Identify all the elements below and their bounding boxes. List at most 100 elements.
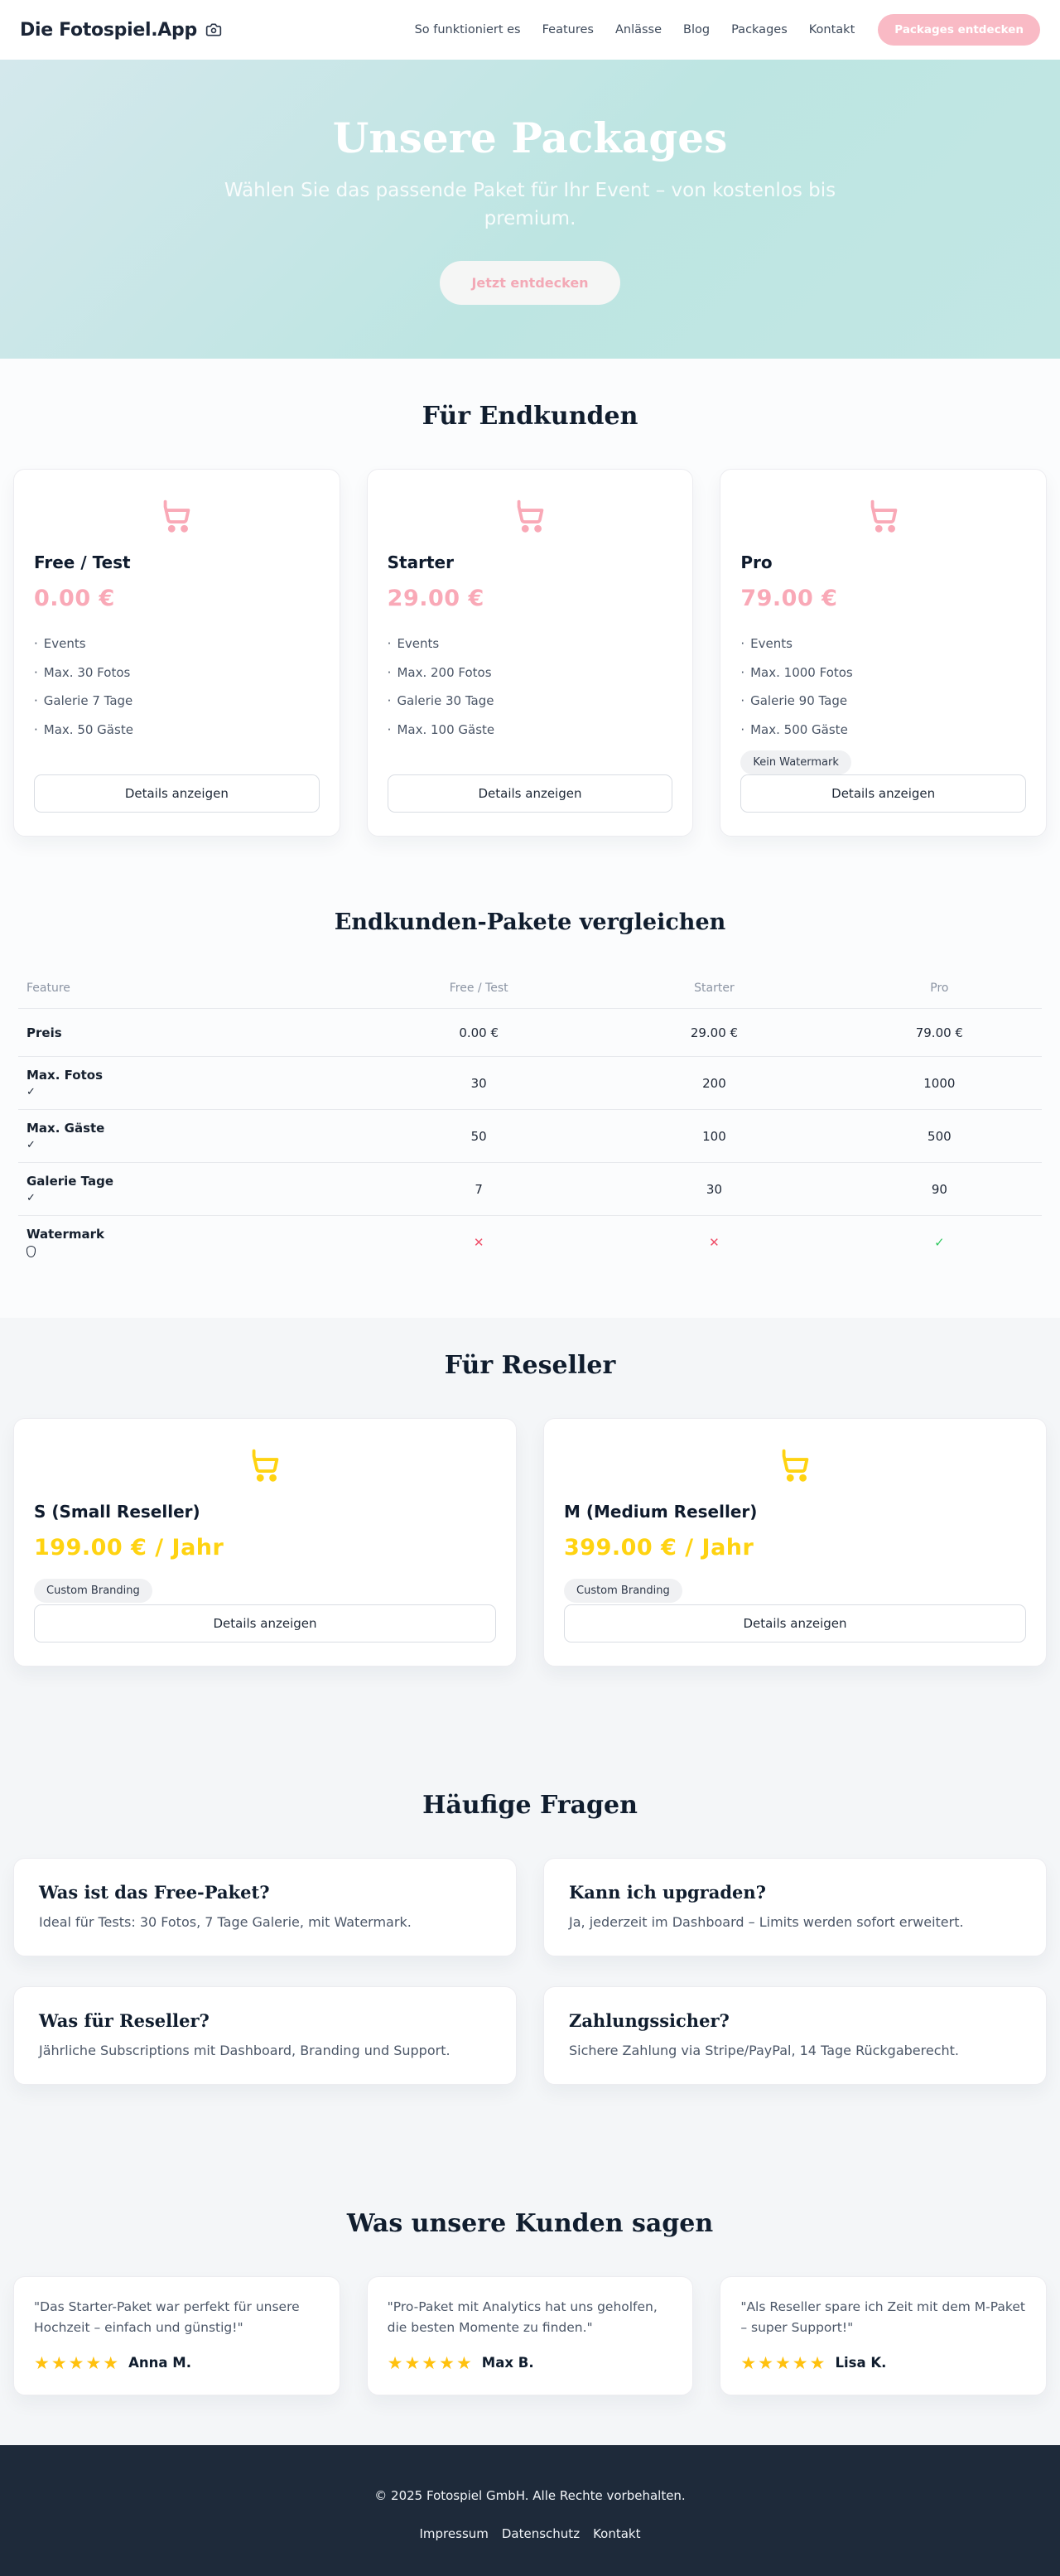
- table-body: Preis 0.00 € 29.00 € 79.00 €: [18, 1009, 1042, 1268]
- feature-item: Galerie 90 Tage: [740, 687, 1026, 716]
- feature-item: Max. 50 Gäste: [34, 716, 320, 745]
- table-cell: 500: [928, 1128, 952, 1144]
- nav-link[interactable]: So funktioniert es: [414, 23, 521, 36]
- table-cell: 30: [470, 1075, 487, 1091]
- hero-subtitle: Wählen Sie das passende Paket für Ihr Ev…: [224, 180, 836, 229]
- details-button[interactable]: Details anzeigen: [34, 774, 320, 813]
- shield-icon: [26, 1246, 36, 1257]
- testimonial-quote: "Pro-Paket mit Analytics hat uns geholfe…: [387, 2299, 658, 2335]
- nav-link[interactable]: Kontakt: [808, 23, 855, 36]
- vergleich-heading: Endkunden-Pakete vergleichen: [334, 909, 726, 935]
- nav-link[interactable]: Blog: [683, 23, 711, 36]
- hero-title: Unsere Packages: [332, 113, 728, 163]
- header-cta-button[interactable]: Packages entdecken: [878, 14, 1040, 46]
- cart-icon: [388, 496, 673, 534]
- faq-question: Zahlungssicher?: [569, 2010, 730, 2031]
- table-cell: 7: [475, 1181, 483, 1197]
- reseller-heading: Für Reseller: [444, 1351, 616, 1380]
- testimonial-quote: "Als Reseller spare ich Zeit mit dem M-P…: [740, 2299, 1025, 2335]
- plan-badge: Kein Watermark: [740, 750, 851, 774]
- faq-grid: Was ist das Free-Paket? Ideal für Tests:…: [13, 1858, 1047, 2085]
- faq-answer: Ja, jederzeit im Dashboard – Limits werd…: [569, 1914, 964, 1930]
- table-cell: 0.00 €: [459, 1025, 499, 1040]
- testimonial-quote: "Das Starter-Paket war perfekt für unser…: [34, 2299, 300, 2335]
- faq-answer: Jährliche Subscriptions mit Dashboard, B…: [39, 2043, 450, 2058]
- details-button[interactable]: Details anzeigen: [740, 774, 1026, 813]
- plan-badge: Custom Branding: [564, 1579, 682, 1603]
- feature-item: Max. 100 Gäste: [388, 716, 673, 745]
- feature-item: Max. 500 Gäste: [740, 716, 1026, 745]
- feature-item: Max. 200 Fotos: [388, 658, 673, 687]
- check-icon: ✓: [26, 1086, 36, 1098]
- cart-icon: [740, 496, 1026, 534]
- footer-link[interactable]: Kontakt: [593, 2525, 641, 2541]
- cart-icon: [34, 1445, 496, 1483]
- nav-link[interactable]: Anlässe: [614, 23, 662, 36]
- testimonial-author: Lisa K.: [835, 2355, 887, 2371]
- faq-answer: Sichere Zahlung via Stripe/PayPal, 14 Ta…: [569, 2043, 960, 2058]
- feature-cell: Galerie Tage ✓: [18, 1174, 366, 1204]
- faq-question: Kann ich upgraden?: [569, 1882, 766, 1903]
- testimonials-heading: Was unsere Kunden sagen: [346, 2209, 714, 2238]
- endkunden-cards: Free / Test 0.00 € Events Max. 30 Fotos …: [13, 469, 1047, 837]
- feature-list: Events Max. 30 Fotos Galerie 7 Tage Max.…: [34, 630, 320, 744]
- table-header-row: Feature Free / Test Starter Pro: [18, 973, 1042, 1009]
- feature-label: Watermark: [26, 1227, 104, 1242]
- star-rating-icon: ★★★★★: [387, 2352, 474, 2373]
- pricing-card: Starter 29.00 € Events Max. 200 Fotos Ga…: [366, 469, 694, 837]
- table-row: Galerie Tage ✓ 7 30 90: [18, 1163, 1042, 1216]
- testimonial-card: "Das Starter-Paket war perfekt für unser…: [13, 2276, 340, 2395]
- nav-link[interactable]: Packages: [731, 23, 788, 36]
- table-cell: 79.00 €: [915, 1025, 963, 1040]
- details-button[interactable]: Details anzeigen: [34, 1604, 496, 1643]
- footer-link[interactable]: Impressum: [419, 2525, 489, 2541]
- hero-cta-button[interactable]: Jetzt entdecken: [440, 260, 620, 305]
- feature-cell: Max. Gäste ✓: [18, 1121, 366, 1151]
- faq-question: Was ist das Free-Paket?: [39, 1882, 270, 1903]
- pricing-card: Free / Test 0.00 € Events Max. 30 Fotos …: [13, 469, 340, 837]
- header: Die Fotospiel.App So funktioniert es Fea…: [0, 0, 1060, 60]
- plan-badge: Custom Branding: [34, 1579, 152, 1603]
- feature-item: Events: [388, 630, 673, 658]
- table-cell: 200: [702, 1075, 726, 1091]
- nav-link[interactable]: Features: [542, 23, 594, 36]
- plan-name: Starter: [387, 552, 454, 572]
- faq-answer: Ideal für Tests: 30 Fotos, 7 Tage Galeri…: [39, 1914, 412, 1930]
- check-icon: ✓: [26, 1192, 36, 1204]
- faq-card: Kann ich upgraden? Ja, jederzeit im Dash…: [543, 1858, 1047, 1956]
- footer-link[interactable]: Datenschutz: [501, 2525, 581, 2541]
- hero-section: Unsere Packages Wählen Sie das passende …: [0, 60, 1060, 359]
- feature-label: Galerie Tage: [26, 1174, 114, 1189]
- table-cell: 90: [931, 1181, 947, 1197]
- feature-label: Max. Gäste: [26, 1121, 105, 1136]
- details-button[interactable]: Details anzeigen: [387, 774, 673, 813]
- testimonial-card: "Pro-Paket mit Analytics hat uns geholfe…: [366, 2276, 694, 2395]
- star-rating-icon: ★★★★★: [740, 2352, 827, 2373]
- plan-price: 79.00 €: [740, 586, 838, 611]
- table-row: Max. Gäste ✓ 50 100 500: [18, 1110, 1042, 1163]
- copyright-text: © 2025 Fotospiel GmbH. Alle Rechte vorbe…: [374, 2487, 686, 2503]
- reseller-card: M (Medium Reseller) 399.00 € / Jahr Cust…: [543, 1418, 1047, 1667]
- feature-list: Events Max. 1000 Fotos Galerie 90 Tage M…: [740, 630, 1026, 744]
- faq-card: Was für Reseller? Jährliche Subscription…: [13, 1986, 517, 2085]
- logo[interactable]: Die Fotospiel.App: [20, 20, 222, 41]
- feature-list: Events Max. 200 Fotos Galerie 30 Tage Ma…: [388, 630, 673, 744]
- table-cell: 29.00 €: [690, 1025, 739, 1040]
- reseller-band: Für Reseller S (Small Reseller) 199.00 €…: [0, 1318, 1060, 2445]
- feature-cell: Max. Fotos ✓: [18, 1068, 366, 1098]
- testimonial-author: Anna M.: [128, 2355, 191, 2371]
- table-header-cell: Free / Test: [449, 982, 508, 995]
- table-row: Watermark ✕ ✕ ✓: [18, 1216, 1042, 1268]
- feature-item: Galerie 7 Tage: [34, 687, 320, 716]
- table-cell: 50: [470, 1128, 487, 1144]
- details-button[interactable]: Details anzeigen: [564, 1604, 1026, 1643]
- table-header-cell: Feature: [26, 982, 70, 995]
- feature-cell: Preis: [18, 1025, 366, 1040]
- footer-links: Impressum Datenschutz Kontakt: [17, 2526, 1043, 2541]
- feature-item: Events: [34, 630, 320, 658]
- plan-price: 29.00 €: [387, 586, 484, 611]
- plan-name: Pro: [740, 552, 773, 572]
- plan-name: S (Small Reseller): [34, 1502, 200, 1522]
- pricing-card: Pro 79.00 € Events Max. 1000 Fotos Galer…: [720, 469, 1047, 837]
- check-icon: ✓: [26, 1139, 36, 1151]
